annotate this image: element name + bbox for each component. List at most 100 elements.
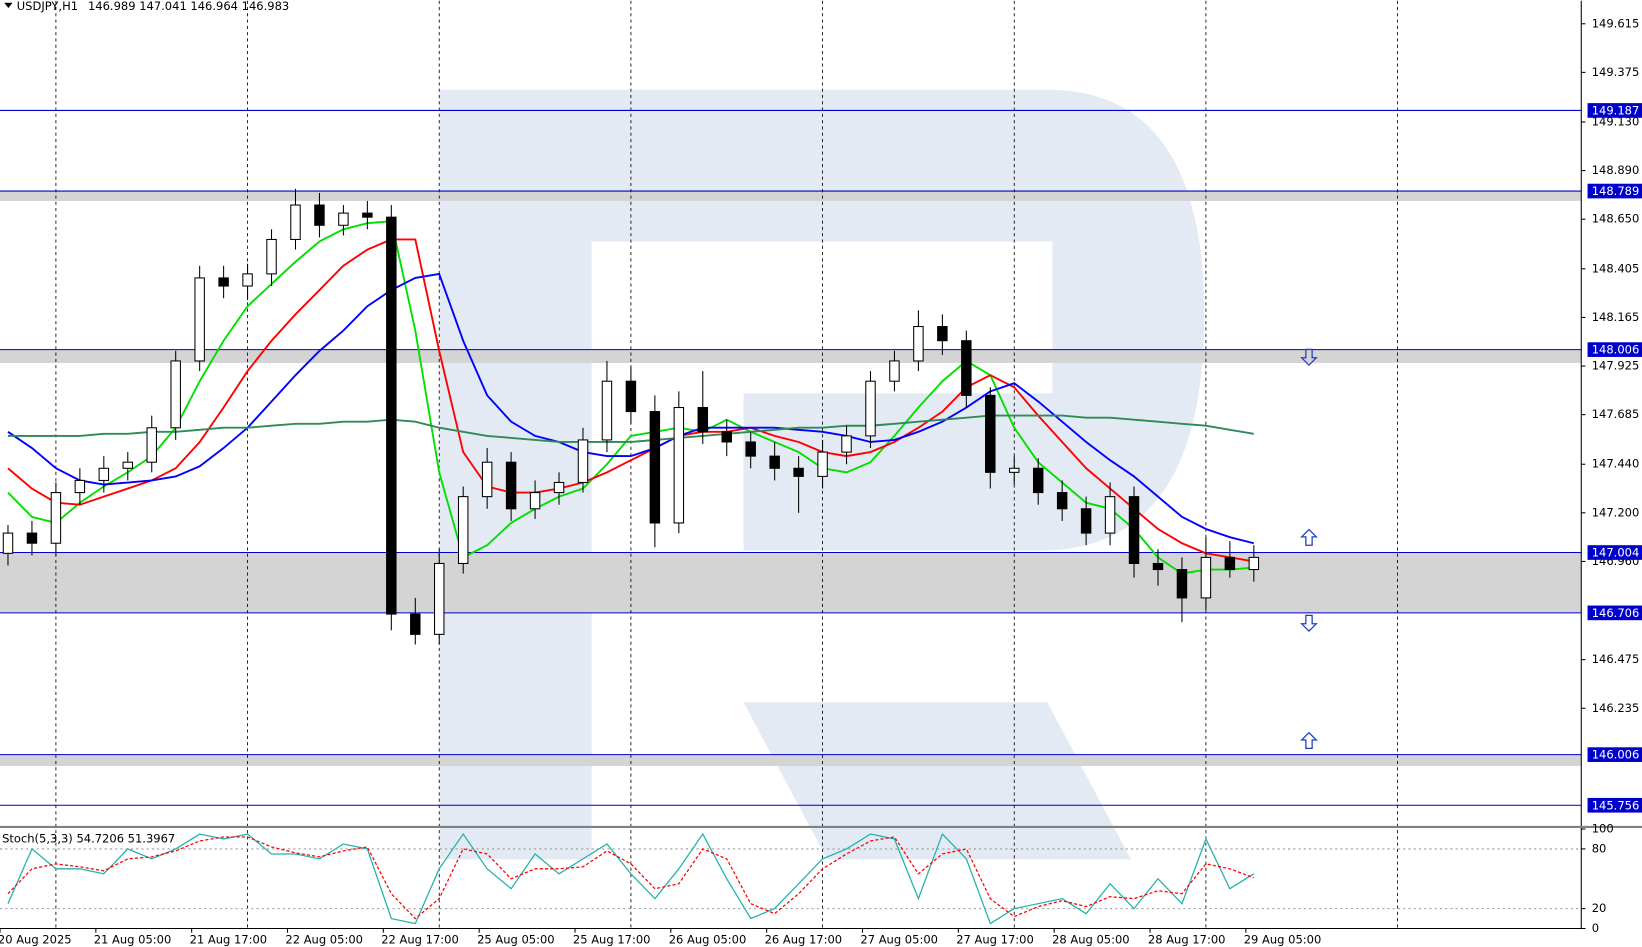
candle-body <box>601 380 613 441</box>
stoch-title: Stoch(5,3,3) <box>2 831 73 845</box>
x-tick-label: 25 Aug 17:00 <box>573 933 651 947</box>
menu-triangle <box>4 2 13 9</box>
candle-body <box>577 439 589 483</box>
quote-high: 147.041 <box>139 0 187 12</box>
level-label: 145.756 <box>1592 798 1640 812</box>
level-label-box <box>1587 797 1642 813</box>
levels <box>0 109 1582 806</box>
candle-body <box>362 212 373 218</box>
y-tick-label: 148.165 <box>1592 310 1640 324</box>
x-tick-label: 25 Aug 05:00 <box>477 933 555 947</box>
candle-body <box>697 407 709 433</box>
candle-body <box>1200 556 1212 599</box>
candle-body <box>434 562 445 635</box>
candle-body <box>1176 569 1188 599</box>
candle-body <box>146 427 157 463</box>
quote-open: 146.989 <box>88 0 136 12</box>
x-tick-label: 27 Aug 17:00 <box>956 933 1034 947</box>
moving-average <box>7 272 1255 545</box>
indicator-lines <box>7 220 1255 575</box>
candle-body <box>170 360 181 429</box>
y-tick-label: 147.685 <box>1592 407 1640 421</box>
moving-average <box>7 414 1254 443</box>
y-tick-label: 149.130 <box>1592 114 1640 128</box>
candle-body <box>1128 496 1140 564</box>
candle-body <box>314 204 325 226</box>
candle-body <box>50 492 62 544</box>
candle-body <box>553 481 565 494</box>
candle-body <box>74 479 86 494</box>
x-tick-label: 20 Aug 2025 <box>0 933 72 947</box>
x-tick-label: 21 Aug 17:00 <box>190 933 268 947</box>
candle-body <box>649 411 661 524</box>
y-tick-label: 149.615 <box>1592 16 1640 30</box>
candle-body <box>218 277 229 287</box>
x-tick-label: 21 Aug 05:00 <box>94 933 172 947</box>
candle-body <box>26 532 38 544</box>
candle-body <box>745 441 756 457</box>
y-tick-label: 20 <box>1592 901 1607 915</box>
y-tick-label: 148.650 <box>1592 212 1640 226</box>
candle-body <box>1248 556 1260 571</box>
candle-body <box>913 326 924 362</box>
candle-body <box>194 277 205 362</box>
candle-body <box>769 455 780 469</box>
level-label: 148.006 <box>1592 343 1640 357</box>
stoch-line <box>7 832 1255 925</box>
level-label: 149.187 <box>1592 103 1640 117</box>
grid <box>55 0 1398 929</box>
x-tick-label: 22 Aug 17:00 <box>381 933 459 947</box>
moving-average <box>7 220 1254 575</box>
y-tick-label: 146.475 <box>1592 652 1640 666</box>
level-label-box <box>1587 183 1642 199</box>
candle-body <box>505 461 517 510</box>
candle-body <box>1152 562 1164 571</box>
candles <box>2 188 1260 645</box>
watermark-leg <box>743 702 1131 860</box>
level-label: 146.006 <box>1592 748 1640 762</box>
candle-body <box>1032 467 1044 494</box>
candle-body <box>481 461 493 498</box>
x-tick-label: 28 Aug 05:00 <box>1052 933 1130 947</box>
zone <box>0 552 1582 613</box>
stoch-d: 51.3967 <box>128 831 176 845</box>
x-tick-label: 22 Aug 05:00 <box>285 933 363 947</box>
candle-body <box>841 435 852 453</box>
y-tick-label: 80 <box>1592 841 1607 855</box>
candle-body <box>937 326 948 342</box>
zone <box>0 349 1582 363</box>
candle-body <box>1104 496 1116 534</box>
zone <box>0 191 1582 201</box>
candle-body <box>673 407 685 524</box>
candle-body <box>2 532 14 554</box>
chart-header: USDJPY,H1 146.989 147.041 146.964 146.98… <box>17 0 289 12</box>
arrow-down <box>1300 614 1318 632</box>
arrow-up <box>1300 528 1318 546</box>
candle-body <box>386 216 397 615</box>
y-tick-label: 149.375 <box>1592 65 1640 79</box>
arrow-down <box>1300 348 1318 367</box>
candle-body <box>793 467 804 477</box>
moving-average <box>7 238 1254 563</box>
candle-body <box>1009 467 1020 473</box>
candle-body <box>961 340 972 396</box>
stochastic <box>0 832 1582 925</box>
level-label-box <box>1587 103 1642 118</box>
candle-body <box>266 238 277 275</box>
candle-body <box>98 467 110 481</box>
y-tick-label: 147.440 <box>1592 457 1640 471</box>
candle-body <box>865 380 876 437</box>
candle-body <box>242 273 253 287</box>
candle-body <box>529 492 541 510</box>
x-tick-label: 29 Aug 05:00 <box>1244 933 1322 947</box>
candle-body <box>625 380 637 413</box>
stoch-k: 54.7206 <box>76 831 124 845</box>
candle-body <box>721 431 732 443</box>
zone <box>0 754 1582 766</box>
quote-low: 146.964 <box>190 0 238 12</box>
x-tick-label: 27 Aug 05:00 <box>860 933 938 947</box>
level-label-box <box>1587 342 1642 357</box>
candle-body <box>410 613 421 635</box>
x-tick-label: 26 Aug 05:00 <box>669 933 747 947</box>
y-tick-label: 100 <box>1592 822 1614 836</box>
